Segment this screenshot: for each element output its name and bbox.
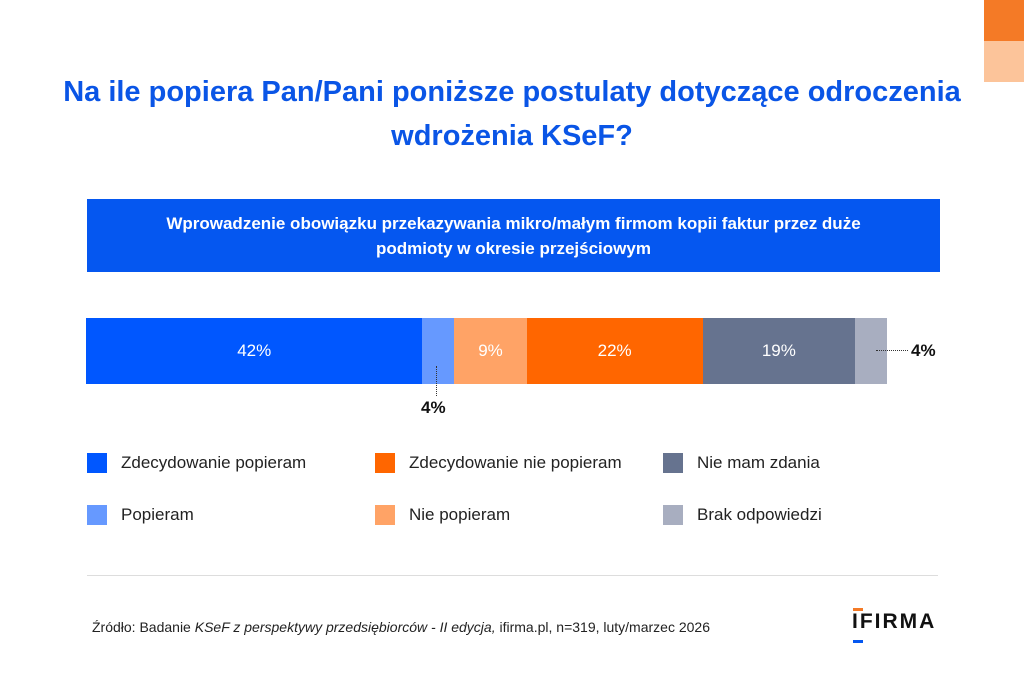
legend-item: Nie mam zdania bbox=[663, 452, 913, 474]
bar-segment-5 bbox=[854, 318, 887, 384]
corner-accent-light bbox=[984, 41, 1024, 82]
legend-item: Popieram bbox=[87, 504, 375, 526]
legend-swatch bbox=[87, 453, 107, 473]
ifirma-logo: IFIRMA bbox=[852, 608, 936, 643]
legend-swatch bbox=[663, 505, 683, 525]
data-label-brak: 4% bbox=[911, 341, 936, 360]
source-prefix: Źródło: Badanie bbox=[92, 619, 195, 635]
data-label-0: 42% bbox=[237, 341, 272, 360]
corner-accent-orange bbox=[984, 0, 1024, 41]
bar-segment-1 bbox=[422, 318, 455, 384]
bar-segment-3: 22% bbox=[526, 318, 703, 384]
legend-swatch bbox=[375, 453, 395, 473]
data-label-4: 19% bbox=[761, 341, 796, 360]
bar-segment-2: 9% bbox=[454, 318, 527, 384]
legend-swatch bbox=[375, 505, 395, 525]
legend-label: Popieram bbox=[121, 505, 194, 524]
legend-label: Zdecydowanie nie popieram bbox=[409, 453, 622, 472]
leader-line-brak bbox=[876, 350, 908, 351]
stacked-bar: 42% 9% 22% 19% bbox=[86, 318, 887, 384]
data-label-3: 22% bbox=[597, 341, 632, 360]
legend-item: Zdecydowanie nie popieram bbox=[375, 452, 663, 474]
category-banner: Wprowadzenie obowiązku przekazywania mik… bbox=[87, 199, 940, 272]
legend-label: Nie popieram bbox=[409, 505, 511, 524]
source-title: KSeF z perspektywy przedsiębiorców - II … bbox=[194, 619, 496, 635]
data-label-2: 9% bbox=[478, 341, 503, 360]
legend-label: Brak odpowiedzi bbox=[697, 505, 822, 524]
legend-item: Nie popieram bbox=[375, 504, 663, 526]
divider bbox=[87, 575, 938, 576]
chart-title: Na ile popiera Pan/Pani poniższe postula… bbox=[63, 76, 961, 152]
legend-swatch bbox=[663, 453, 683, 473]
leader-line-popieram bbox=[436, 366, 437, 396]
legend-label: Zdecydowanie popieram bbox=[121, 453, 307, 472]
legend: Zdecydowanie popieram Zdecydowanie nie po… bbox=[87, 452, 937, 526]
source-suffix: ifirma.pl, n=319, luty/marzec 2026 bbox=[495, 619, 710, 635]
data-label-popieram: 4% bbox=[421, 398, 446, 417]
legend-swatch bbox=[87, 505, 107, 525]
source-note: Źródło: Badanie KSeF z perspektywy przed… bbox=[92, 619, 710, 635]
bar-segment-4: 19% bbox=[702, 318, 855, 384]
legend-item: Brak odpowiedzi bbox=[663, 504, 913, 526]
legend-item: Zdecydowanie popieram bbox=[87, 452, 375, 474]
bar-segment-0: 42% bbox=[86, 318, 423, 384]
legend-label: Nie mam zdania bbox=[697, 453, 820, 472]
